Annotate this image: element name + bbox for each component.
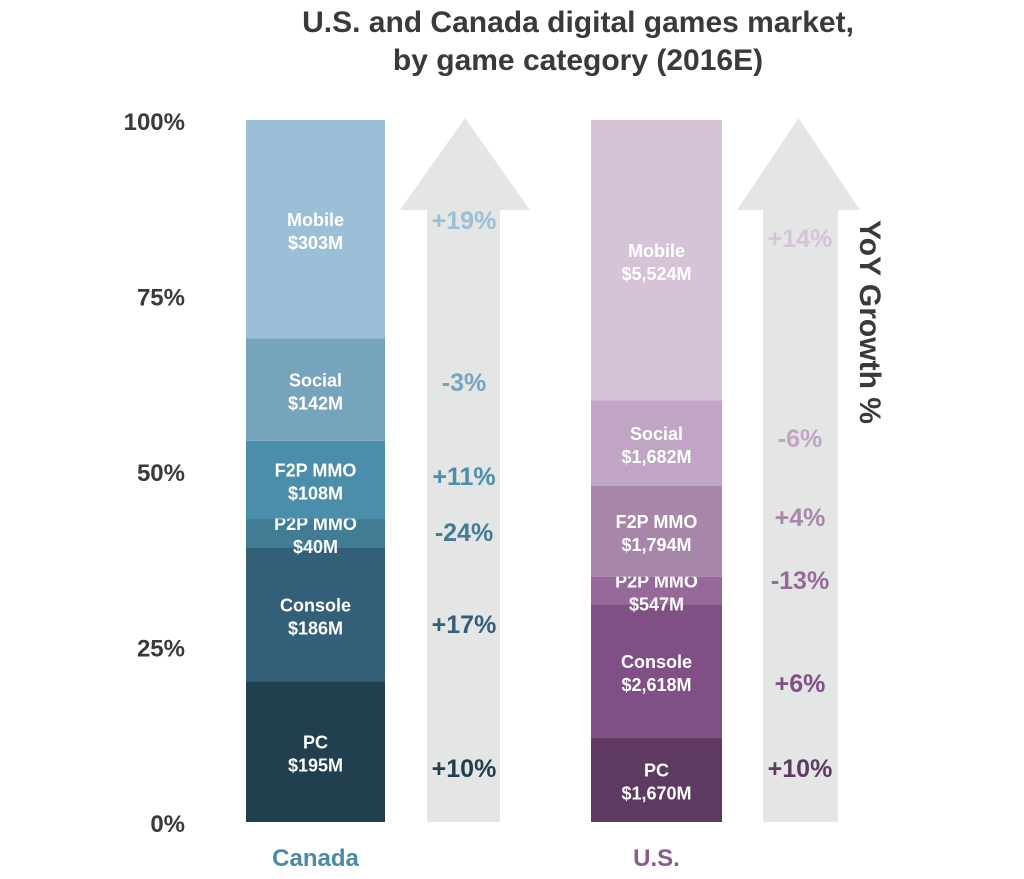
category-label: Canada [272,845,359,872]
bar-segment-social [246,338,385,441]
segment-value-label: $40M [293,537,338,557]
segment-value-label: $1,794M [621,535,691,555]
growth-arrow [737,118,860,822]
segment-value-label: $108M [288,484,343,504]
segment-label: PC [644,761,669,781]
segment-label: Social [630,424,683,444]
growth-label: +17% [432,611,497,639]
segment-label: F2P MMO [275,461,357,481]
growth-label: -24% [435,519,493,547]
segment-label: F2P MMO [616,512,698,532]
bar-segment-social [591,400,722,486]
growth-label: +4% [775,504,826,532]
growth-label: -13% [771,567,829,595]
bar-segment-console [591,604,722,738]
chart-title-line-2: by game category (2016E) [393,44,763,77]
segment-label: P2P MMO [274,514,357,534]
bar-segment-p2p-mmo [246,518,385,548]
y-tick-label: 25% [137,636,185,663]
growth-label: -6% [778,425,822,453]
segment-label: Social [289,371,342,391]
segment-value-label: $547M [629,595,684,615]
segment-value-label: $5,524M [621,264,691,284]
y-tick-label: 0% [150,811,185,838]
segment-value-label: $1,682M [621,447,691,467]
chart-title-line-1: U.S. and Canada digital games market, [302,6,854,39]
growth-axis-label: YoY Growth % [853,220,886,424]
segment-label: PC [303,733,328,753]
growth-label: +10% [432,755,497,783]
growth-label: -3% [442,369,486,397]
bar-segment-f2p-mmo [591,485,722,577]
y-tick-label: 75% [137,285,185,312]
growth-label: +6% [775,670,826,698]
bar-segment-pc [591,737,722,822]
bar-segment-mobile [591,120,722,401]
bar-segment-console [246,547,385,682]
segment-label: Mobile [287,210,344,230]
segment-value-label: $186M [288,618,343,638]
bar-segment-pc [246,681,385,822]
growth-label: +14% [768,225,833,253]
y-tick-label: 50% [137,460,185,487]
segment-label: Console [621,652,692,672]
segment-value-label: $142M [288,394,343,414]
segment-label: Console [280,595,351,615]
bar-segment-f2p-mmo [246,440,385,519]
segment-value-label: $303M [288,233,343,253]
segment-value-label: $195M [288,756,343,776]
bar-segment-p2p-mmo [591,576,722,605]
bar-segment-mobile [246,120,385,339]
category-label: U.S. [633,845,680,872]
growth-label: +11% [432,463,495,491]
growth-arrow [400,118,530,822]
segment-value-label: $1,670M [621,784,691,804]
growth-label: +19% [432,207,497,235]
y-tick-label: 100% [124,109,185,136]
segment-value-label: $2,618M [621,675,691,695]
segment-label: Mobile [628,241,685,261]
growth-label: +10% [768,755,833,783]
